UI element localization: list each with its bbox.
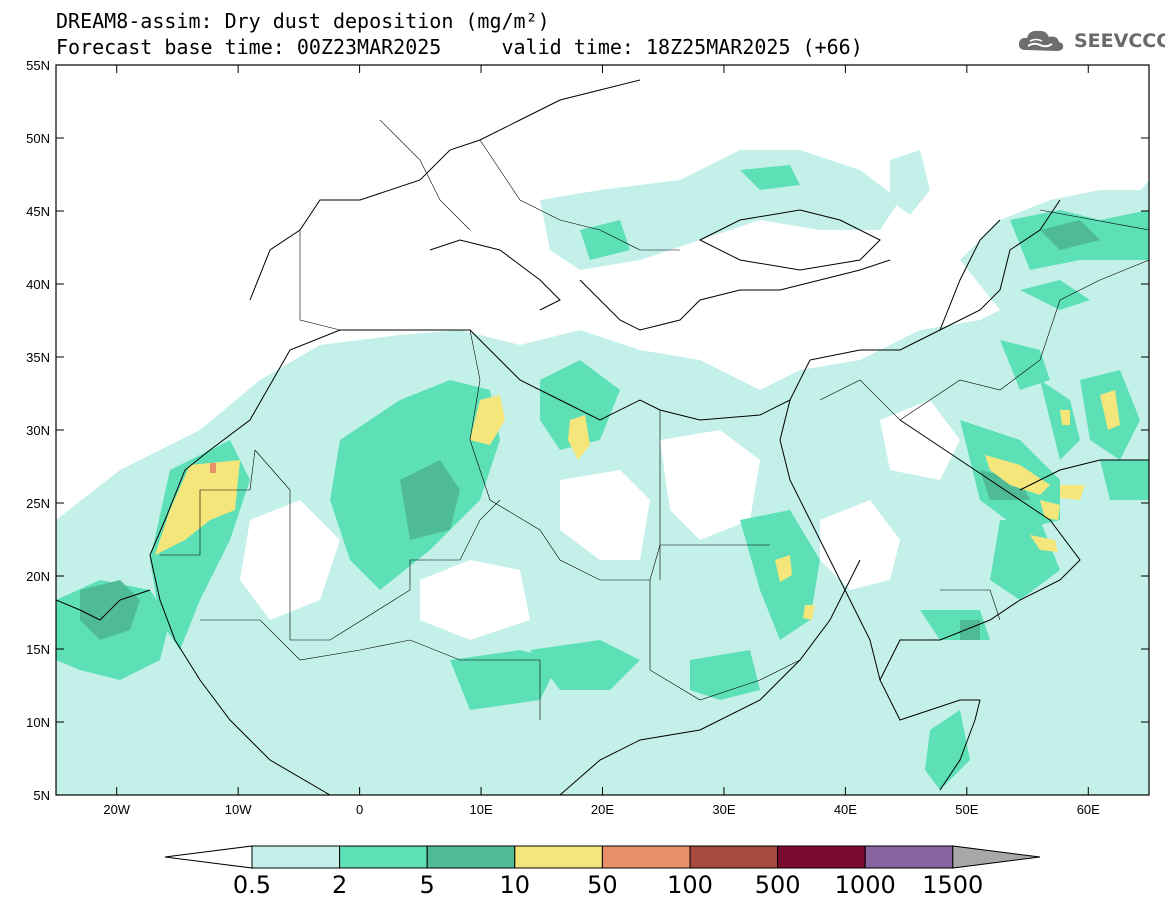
dust-deposition-field bbox=[56, 150, 1149, 795]
colorbar-label: 0.5 bbox=[233, 871, 271, 899]
lon-tick-label: 10E bbox=[469, 802, 492, 817]
colorbar-label: 5 bbox=[420, 871, 435, 899]
lat-tick-label: 45N bbox=[26, 204, 50, 219]
cloud-icon bbox=[1018, 30, 1064, 51]
country-borders bbox=[160, 119, 1149, 720]
logo-text: SEEVCCC bbox=[1074, 30, 1165, 52]
colorbar-label: 100 bbox=[667, 871, 713, 899]
lat-tick-label: 10N bbox=[26, 715, 50, 730]
lat-tick-label: 20N bbox=[26, 569, 50, 584]
colorbar-swatch bbox=[339, 845, 428, 869]
colorbar-label: 1500 bbox=[922, 871, 983, 899]
lon-tick-label: 0 bbox=[356, 802, 363, 817]
longitude-axis: 20W 10W 0 10E 20E 30E 40E 50E 60E bbox=[103, 65, 1100, 817]
colorbar-swatch bbox=[864, 845, 954, 869]
colorbar-swatch bbox=[601, 845, 691, 869]
coastlines bbox=[56, 79, 1149, 795]
lon-tick-label: 10W bbox=[225, 802, 252, 817]
colorbar-label: 10 bbox=[500, 871, 531, 899]
lat-tick-label: 5N bbox=[33, 788, 50, 803]
lat-tick-label: 35N bbox=[26, 350, 50, 365]
colorbar-min-arrow bbox=[164, 845, 253, 869]
lat-tick-label: 55N bbox=[26, 58, 50, 73]
colorbar-label: 500 bbox=[755, 871, 801, 899]
forecast-time-subtitle: Forecast base time: 00Z23MAR2025 valid t… bbox=[56, 35, 863, 59]
lon-tick-label: 20E bbox=[591, 802, 614, 817]
colorbar-swatch bbox=[689, 845, 779, 869]
colorbar-swatch bbox=[251, 845, 341, 869]
colorbar-label: 50 bbox=[587, 871, 618, 899]
colorbar-label: 1000 bbox=[835, 871, 896, 899]
colorbar-swatch bbox=[514, 845, 603, 869]
colorbar-swatch bbox=[777, 845, 866, 869]
seevccc-logo: SEEVCCC bbox=[1016, 26, 1165, 56]
lat-tick-label: 30N bbox=[26, 423, 50, 438]
colorbar-max-arrow bbox=[952, 845, 1041, 869]
latitude-axis: 55N 50N 45N 40N 35N 30N 25N 20N 15N 10N 5N bbox=[26, 58, 1149, 803]
lon-tick-label: 30E bbox=[712, 802, 735, 817]
lat-tick-label: 40N bbox=[26, 277, 50, 292]
lat-tick-label: 15N bbox=[26, 642, 50, 657]
lon-tick-label: 60E bbox=[1077, 802, 1100, 817]
colorbar-swatch bbox=[426, 845, 516, 869]
colorbar: 0.5 2 5 10 50 100 500 1000 1500 bbox=[164, 845, 1041, 899]
map-title: DREAM8-assim: Dry dust deposition (mg/m²… bbox=[56, 9, 550, 33]
lon-tick-label: 50E bbox=[955, 802, 978, 817]
lat-tick-label: 25N bbox=[26, 496, 50, 511]
lat-tick-label: 50N bbox=[26, 131, 50, 146]
colorbar-label: 2 bbox=[332, 871, 347, 899]
lon-tick-label: 40E bbox=[834, 802, 857, 817]
lon-tick-label: 20W bbox=[103, 802, 130, 817]
